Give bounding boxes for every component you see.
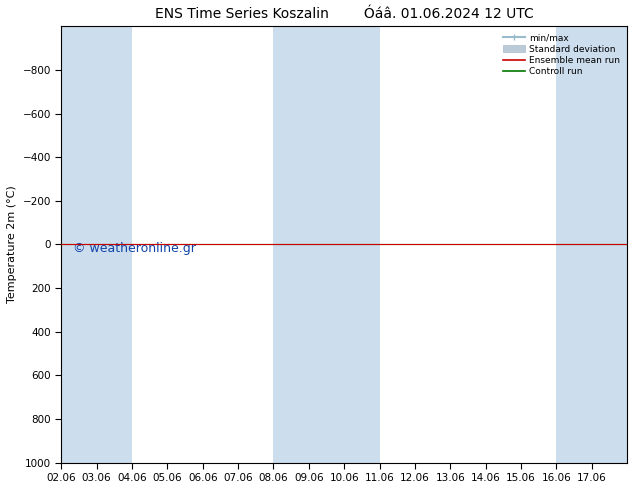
Bar <box>273 26 309 463</box>
Bar <box>96 26 132 463</box>
Bar <box>61 26 96 463</box>
Legend: min/max, Standard deviation, Ensemble mean run, Controll run: min/max, Standard deviation, Ensemble me… <box>500 31 623 79</box>
Bar <box>309 26 344 463</box>
Title: ENS Time Series Koszalin        Óáâ. 01.06.2024 12 UTC: ENS Time Series Koszalin Óáâ. 01.06.2024… <box>155 7 534 21</box>
Text: © weatheronline.gr: © weatheronline.gr <box>73 242 195 255</box>
Bar <box>344 26 380 463</box>
Bar <box>592 26 627 463</box>
Bar <box>557 26 592 463</box>
Y-axis label: Temperature 2m (°C): Temperature 2m (°C) <box>7 186 17 303</box>
